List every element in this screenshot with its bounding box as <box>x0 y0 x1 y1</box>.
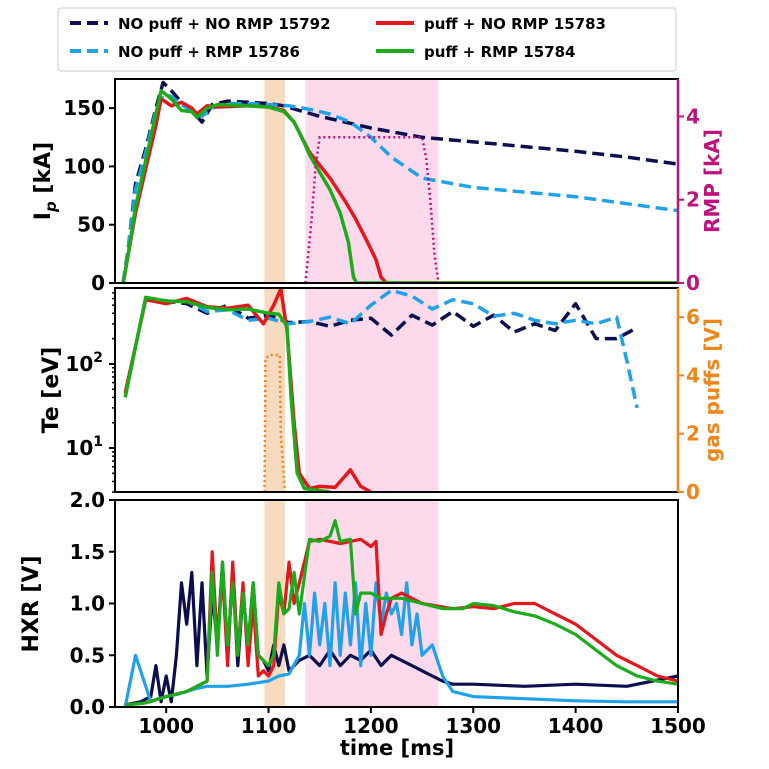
yticklabel-te-exp-1: 2 <box>93 350 103 366</box>
yticklabel-te-exp-0: 1 <box>93 434 103 450</box>
xticklabel-1: 1100 <box>241 714 297 738</box>
yticklabel-hxr-3: 1.5 <box>70 540 105 564</box>
yticklabel-hxr-2: 1.0 <box>70 592 105 616</box>
ylabel-current-main: I <box>31 212 56 220</box>
yticklabel-current-3: 150 <box>63 96 105 120</box>
ylabel-current-unit: [kA] <box>31 142 56 201</box>
ylabel-rmp: RMP [kA] <box>700 129 724 233</box>
yticklabel-te-0: 101 <box>65 434 103 460</box>
yticklabel-gas-1: 2 <box>686 422 700 446</box>
ylabel-te: Te [eV] <box>39 347 64 434</box>
series-hxr-3 <box>125 519 678 707</box>
yticklabel-rmp-1: 2 <box>686 188 700 212</box>
series-hxr-1 <box>123 581 678 707</box>
yticklabel-te-1: 102 <box>65 350 103 376</box>
legend-label-0: NO puff + NO RMP 15792 <box>118 15 331 33</box>
yticklabel-rmp-0: 0 <box>686 271 700 295</box>
ylabel-gas-puffs: gas puffs [V] <box>700 318 724 462</box>
xticklabel-2: 1200 <box>343 714 399 738</box>
shaded-region-1-0 <box>264 288 285 492</box>
ylabel-hxr: HXR [V] <box>19 555 44 652</box>
xticklabel-5: 1500 <box>650 714 706 738</box>
series-current-3 <box>121 88 678 283</box>
yticklabel-gas-2: 4 <box>686 363 700 387</box>
yticklabel-current-0: 0 <box>91 271 105 295</box>
series-hxr-0 <box>124 560 678 707</box>
series-current-1 <box>121 92 678 283</box>
yticklabel-current-2: 100 <box>63 154 105 178</box>
series-te-1 <box>145 288 639 409</box>
panel-current: 0 50 100 150 0 2 4 Ip [kA] RMP [kA] <box>31 78 724 295</box>
shaded-region-0-0 <box>264 79 285 283</box>
yticklabel-current-1: 50 <box>77 213 105 237</box>
legend: NO puff + NO RMP 15792 NO puff + RMP 1578… <box>57 7 677 72</box>
ylabel-current: Ip [kA] <box>31 142 60 220</box>
xticklabel-0: 1000 <box>138 714 194 738</box>
xlabel-time: time [ms] <box>340 736 454 760</box>
yticklabel-gas-3: 6 <box>686 305 700 329</box>
yticklabel-hxr-1: 0.5 <box>70 643 105 667</box>
series-gas-puffs-dotted <box>263 353 287 492</box>
yticklabel-te-base-0: 10 <box>65 436 93 460</box>
yticklabel-rmp-2: 4 <box>686 104 700 128</box>
series-te-3 <box>123 295 331 492</box>
ylabel-current-sub: p <box>42 201 60 213</box>
legend-label-1: NO puff + RMP 15786 <box>118 43 300 61</box>
yticklabel-gas-0: 0 <box>686 480 700 504</box>
legend-frame <box>57 7 677 72</box>
yticklabel-te-base-1: 10 <box>65 352 93 376</box>
legend-label-2: puff + NO RMP 15783 <box>424 15 606 33</box>
xticklabel-3: 1300 <box>445 714 501 738</box>
yticklabel-hxr-4: 2.0 <box>70 488 105 512</box>
xticklabel-4: 1400 <box>548 714 604 738</box>
shaded-region-1-1 <box>305 288 439 492</box>
yticklabel-hxr-0: 0.0 <box>70 695 105 719</box>
legend-label-3: puff + RMP 15784 <box>424 43 575 61</box>
panel-hxr: 0.0 0.5 1.0 1.5 2.0 1000 1100 1200 1300 1400 1500… <box>19 488 706 760</box>
series-te-0 <box>145 296 638 341</box>
